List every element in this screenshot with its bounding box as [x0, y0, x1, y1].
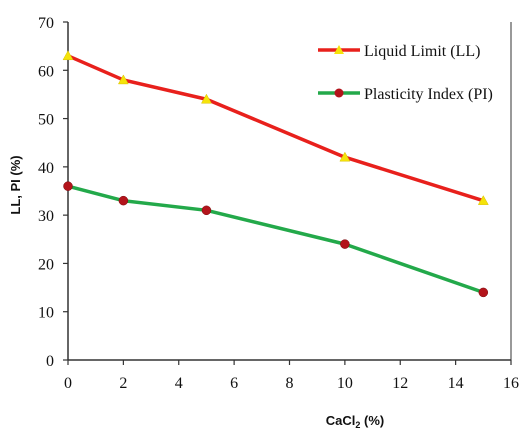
x-tick-label: 10	[337, 375, 353, 392]
series-2-point	[118, 195, 129, 206]
y-tick-label: 20	[38, 256, 54, 273]
y-tick-label: 40	[38, 160, 54, 177]
legend-label-2: Plasticity Index (PI)	[364, 86, 493, 103]
x-axis-title: CaCl2 (%)	[326, 413, 384, 430]
y-tick-label: 60	[38, 63, 54, 80]
series-layer	[62, 50, 489, 298]
x-tick-label: 4	[175, 375, 183, 392]
x-tick-label: 6	[230, 375, 238, 392]
y-tick-label: 50	[38, 112, 54, 129]
x-tick-label: 14	[448, 375, 464, 392]
series-1-point	[62, 50, 74, 61]
series-line-2	[67, 184, 484, 295]
series-2-point	[340, 239, 350, 249]
series-1-point	[117, 74, 129, 85]
series-1-point	[477, 195, 489, 205]
series-1-point	[201, 93, 212, 104]
x-tick-label: 0	[64, 375, 72, 392]
x-tick-label: 2	[119, 375, 127, 392]
legend-marker-1	[334, 45, 344, 54]
y-tick-label: 70	[38, 15, 54, 32]
y-tick-label: 30	[38, 208, 54, 225]
x-ticks: 0 2 4 6 8 10 12 14 16	[64, 360, 519, 392]
legend-marker-2	[334, 88, 344, 98]
y-tick-label: 10	[38, 305, 54, 322]
y-axis-title: LL, PI (%)	[8, 155, 23, 214]
x-tick-label: 12	[392, 375, 408, 392]
series-2-point	[63, 181, 73, 191]
x-axis-title-suffix: (%)	[360, 413, 384, 428]
series-2-point	[478, 287, 489, 298]
series-2-point	[201, 205, 212, 216]
series-line-1	[67, 54, 484, 203]
legend: Liquid Limit (LL) Plasticity Index (PI)	[318, 43, 493, 103]
plot-area: 0 2 4 6 8 10 12 14 16 0 10 20 30 40 50 60 70	[38, 15, 519, 392]
y-ticks: 0 10 20 30 40 50 60 70	[38, 15, 68, 370]
x-tick-label: 16	[503, 375, 519, 392]
series-1-point	[339, 151, 351, 162]
y-tick-label: 0	[46, 353, 54, 370]
x-axis-title-subscript: 2	[355, 420, 360, 430]
legend-label-1: Liquid Limit (LL)	[364, 43, 480, 60]
x-tick-label: 8	[286, 375, 294, 392]
